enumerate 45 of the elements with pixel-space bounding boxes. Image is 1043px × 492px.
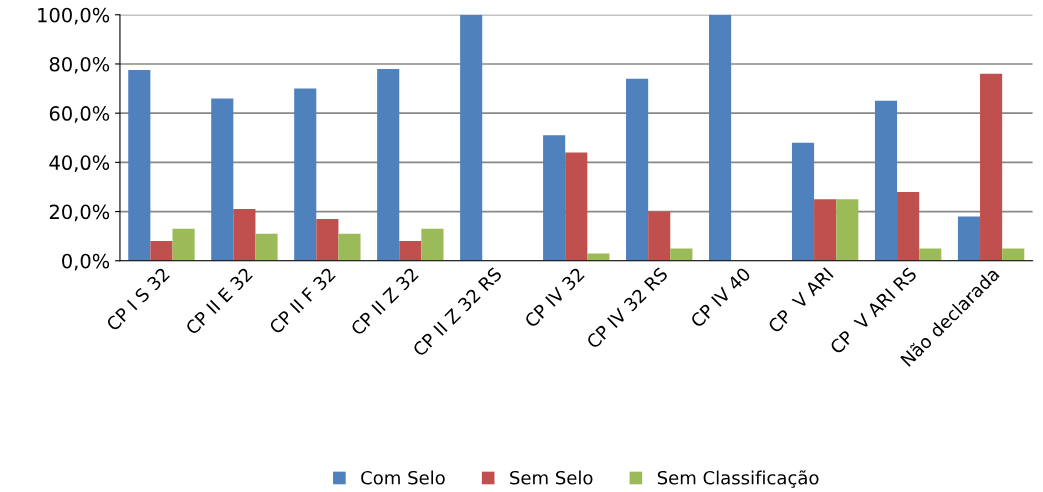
bar bbox=[211, 98, 234, 261]
legend-label: Sem Selo bbox=[510, 470, 593, 485]
bar bbox=[150, 241, 173, 261]
bar bbox=[316, 218, 339, 261]
bar bbox=[791, 142, 815, 261]
bar bbox=[874, 100, 898, 261]
x-tick-label: CP II F 32 bbox=[268, 267, 336, 335]
bar bbox=[255, 233, 278, 261]
bar bbox=[565, 152, 588, 261]
y-tick-label: 60,0% bbox=[49, 106, 110, 123]
bar bbox=[172, 228, 195, 261]
bar bbox=[957, 216, 981, 261]
y-tick-label: 0,0% bbox=[62, 253, 110, 271]
x-tick-label: CP IV 40 bbox=[689, 266, 752, 329]
bar bbox=[670, 248, 693, 261]
bar bbox=[919, 248, 942, 261]
y-tick-label: 40,0% bbox=[49, 155, 110, 173]
legend-label: Com Selo bbox=[361, 470, 445, 485]
x-tick-label: CP IV 32 RS bbox=[585, 266, 669, 350]
bar bbox=[377, 68, 400, 261]
bar bbox=[1002, 248, 1025, 261]
bar bbox=[587, 253, 610, 261]
y-tick-label: 100,0% bbox=[38, 7, 110, 25]
bar bbox=[897, 191, 920, 261]
y-tick-label: 20,0% bbox=[49, 204, 110, 222]
bar bbox=[399, 241, 422, 261]
bar bbox=[233, 209, 256, 261]
x-tick-label: CP V ARI bbox=[767, 267, 834, 334]
bar bbox=[338, 233, 361, 261]
bar bbox=[836, 199, 859, 261]
bar bbox=[543, 135, 566, 261]
bar bbox=[814, 199, 837, 261]
bar bbox=[648, 211, 671, 261]
bar bbox=[421, 228, 444, 261]
bar bbox=[128, 70, 151, 261]
x-tick-label: CP IV 32 bbox=[523, 267, 585, 329]
bar bbox=[709, 14, 732, 261]
x-tick-label: CP II E 32 bbox=[184, 267, 253, 336]
bar bbox=[294, 88, 317, 261]
legend-label: Sem Classificação bbox=[657, 470, 819, 488]
bar bbox=[460, 14, 483, 261]
x-tick-label: CP II Z 32 bbox=[349, 267, 419, 337]
bar bbox=[980, 73, 1003, 261]
y-tick-label: 80,0% bbox=[49, 56, 110, 74]
bar bbox=[626, 78, 649, 261]
